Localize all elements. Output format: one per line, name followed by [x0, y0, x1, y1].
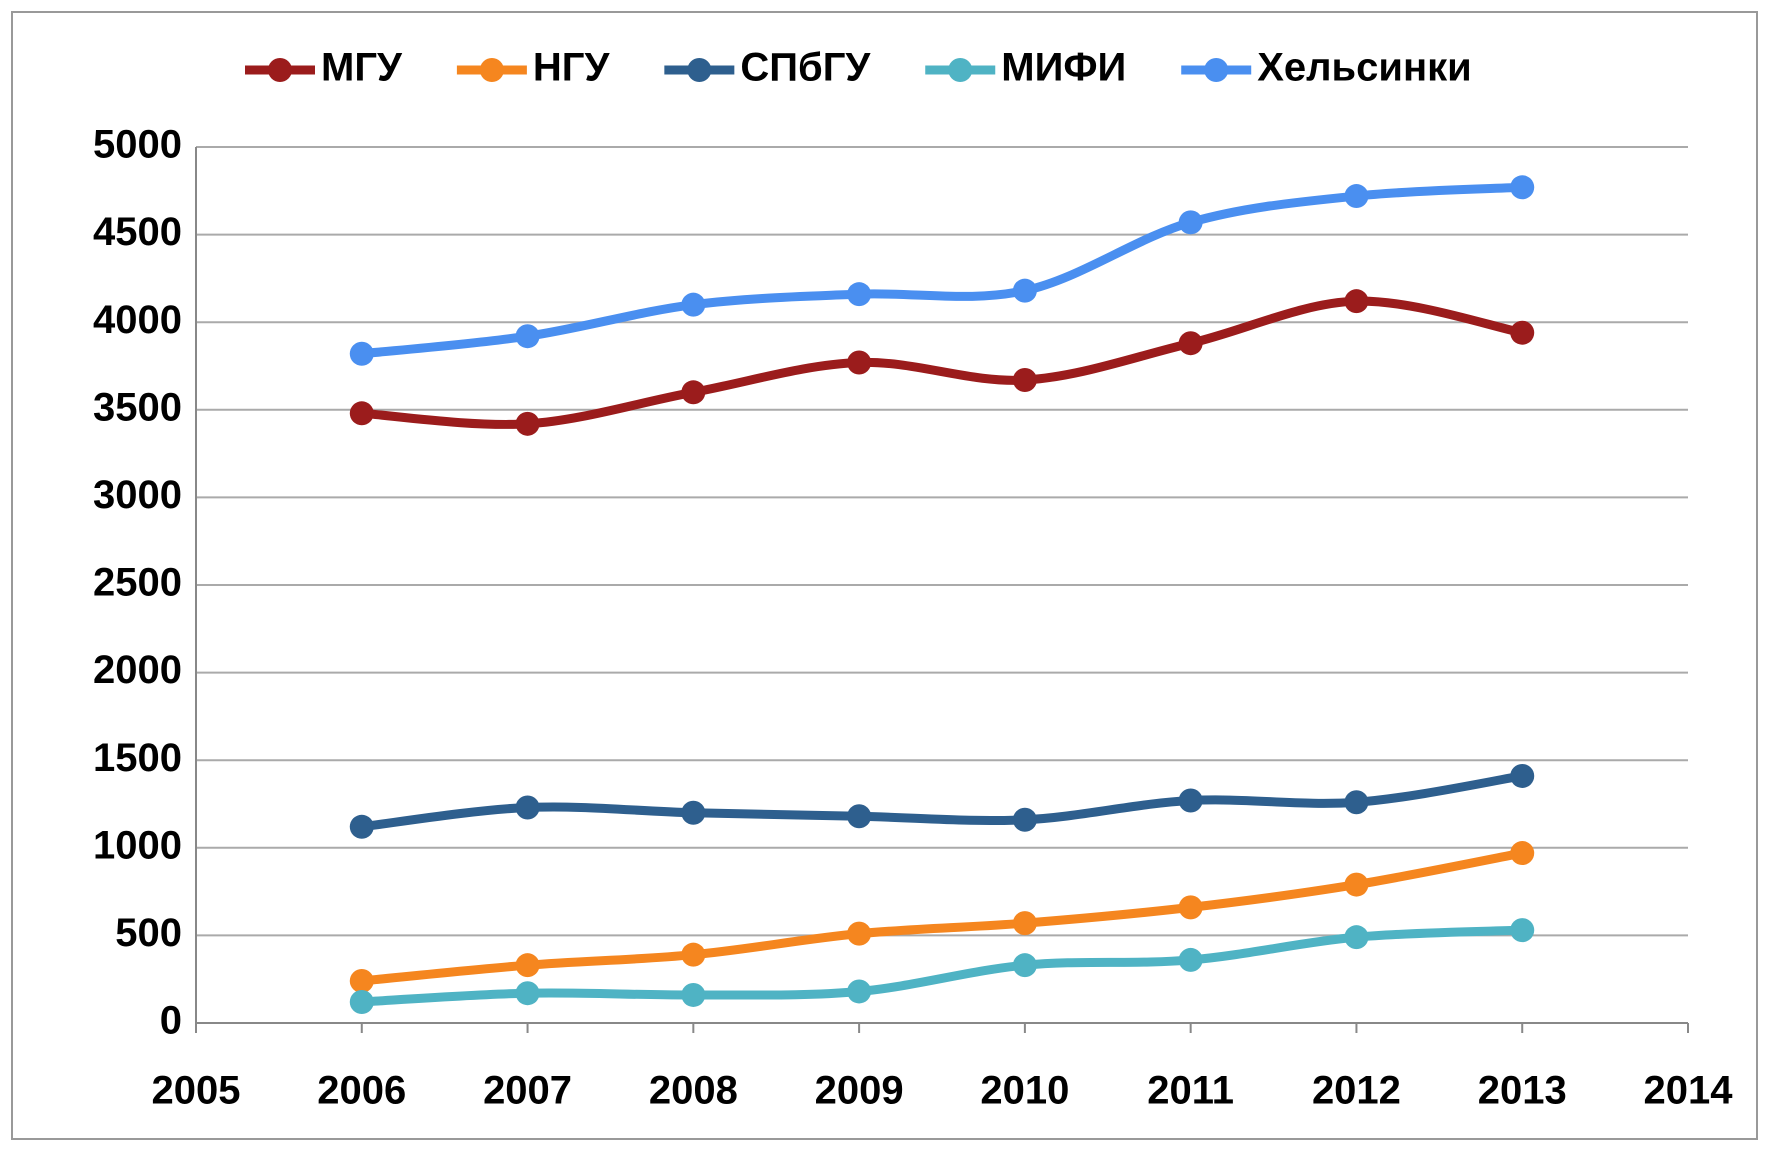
x-tick-label: 2012 — [1312, 1069, 1401, 1113]
legend-label: Хельсинки — [1257, 46, 1472, 90]
y-tick-label: 5000 — [93, 123, 182, 167]
x-tick-label: 2010 — [980, 1069, 1069, 1113]
x-tick-label: 2013 — [1478, 1069, 1567, 1113]
data-point — [1510, 841, 1535, 866]
data-point — [515, 324, 540, 349]
legend-marker — [948, 58, 973, 82]
x-tick-label: 2014 — [1644, 1069, 1734, 1113]
y-tick-label: 2000 — [93, 648, 182, 692]
data-point — [847, 350, 872, 375]
data-point — [1012, 368, 1037, 393]
data-point — [349, 968, 374, 993]
data-point — [515, 411, 540, 436]
series-line — [361, 771, 1523, 832]
legend-label: НГУ — [533, 46, 611, 90]
legend-label: МИФИ — [1001, 46, 1126, 90]
data-point — [681, 380, 706, 405]
y-tick-label: 500 — [115, 911, 182, 955]
data-point — [349, 814, 374, 839]
x-tick-label: 2007 — [483, 1069, 572, 1113]
data-point — [1344, 790, 1369, 815]
data-point — [847, 921, 872, 946]
x-tick-label: 2008 — [649, 1069, 738, 1113]
legend-marker — [687, 58, 712, 82]
chart-frame — [11, 11, 1758, 1140]
data-point — [515, 953, 540, 978]
data-point — [1344, 184, 1369, 209]
series-line — [361, 296, 1524, 429]
data-point — [1178, 947, 1203, 972]
data-point — [515, 795, 540, 820]
data-point — [681, 982, 706, 1007]
series-line — [361, 848, 1524, 986]
data-point — [349, 341, 374, 366]
legend-marker — [268, 58, 292, 82]
data-point — [1178, 331, 1203, 356]
data-point — [1012, 911, 1037, 936]
y-tick-label: 0 — [160, 999, 182, 1043]
data-point — [1344, 925, 1369, 950]
data-point — [1344, 872, 1369, 897]
data-point — [1510, 918, 1535, 943]
data-point — [1012, 278, 1037, 303]
legend-label: МГУ — [321, 46, 403, 90]
y-tick-label: 3000 — [93, 473, 182, 517]
series-line — [361, 925, 1523, 1007]
y-tick-label: 2500 — [93, 561, 182, 605]
data-point — [1510, 320, 1535, 345]
legend-marker — [1204, 58, 1229, 82]
data-point — [1178, 210, 1203, 235]
data-point — [1012, 807, 1037, 832]
y-tick-label: 1500 — [93, 736, 182, 780]
y-tick-label: 4500 — [93, 210, 182, 254]
series-line — [361, 182, 1523, 359]
data-point — [681, 292, 706, 317]
data-point — [1510, 763, 1535, 788]
data-point — [847, 979, 872, 1004]
y-tick-label: 3500 — [93, 385, 182, 429]
data-point — [349, 401, 374, 426]
x-tick-label: 2005 — [152, 1069, 241, 1113]
data-point — [1178, 895, 1203, 920]
data-point — [1510, 175, 1535, 200]
data-point — [1178, 788, 1203, 813]
x-tick-label: 2006 — [317, 1069, 406, 1113]
data-point — [349, 989, 374, 1014]
data-point — [1344, 289, 1369, 314]
x-tick-label: 2009 — [815, 1069, 904, 1113]
data-point — [681, 800, 706, 825]
y-tick-label: 1000 — [93, 823, 182, 867]
data-point — [515, 981, 540, 1006]
data-point — [681, 942, 706, 967]
data-point — [847, 282, 872, 307]
y-tick-label: 4000 — [93, 298, 182, 342]
data-point — [847, 804, 872, 829]
legend-marker — [479, 58, 504, 82]
data-point — [1012, 953, 1037, 978]
x-tick-label: 2011 — [1147, 1069, 1234, 1113]
legend-label: СПбГУ — [740, 46, 871, 90]
